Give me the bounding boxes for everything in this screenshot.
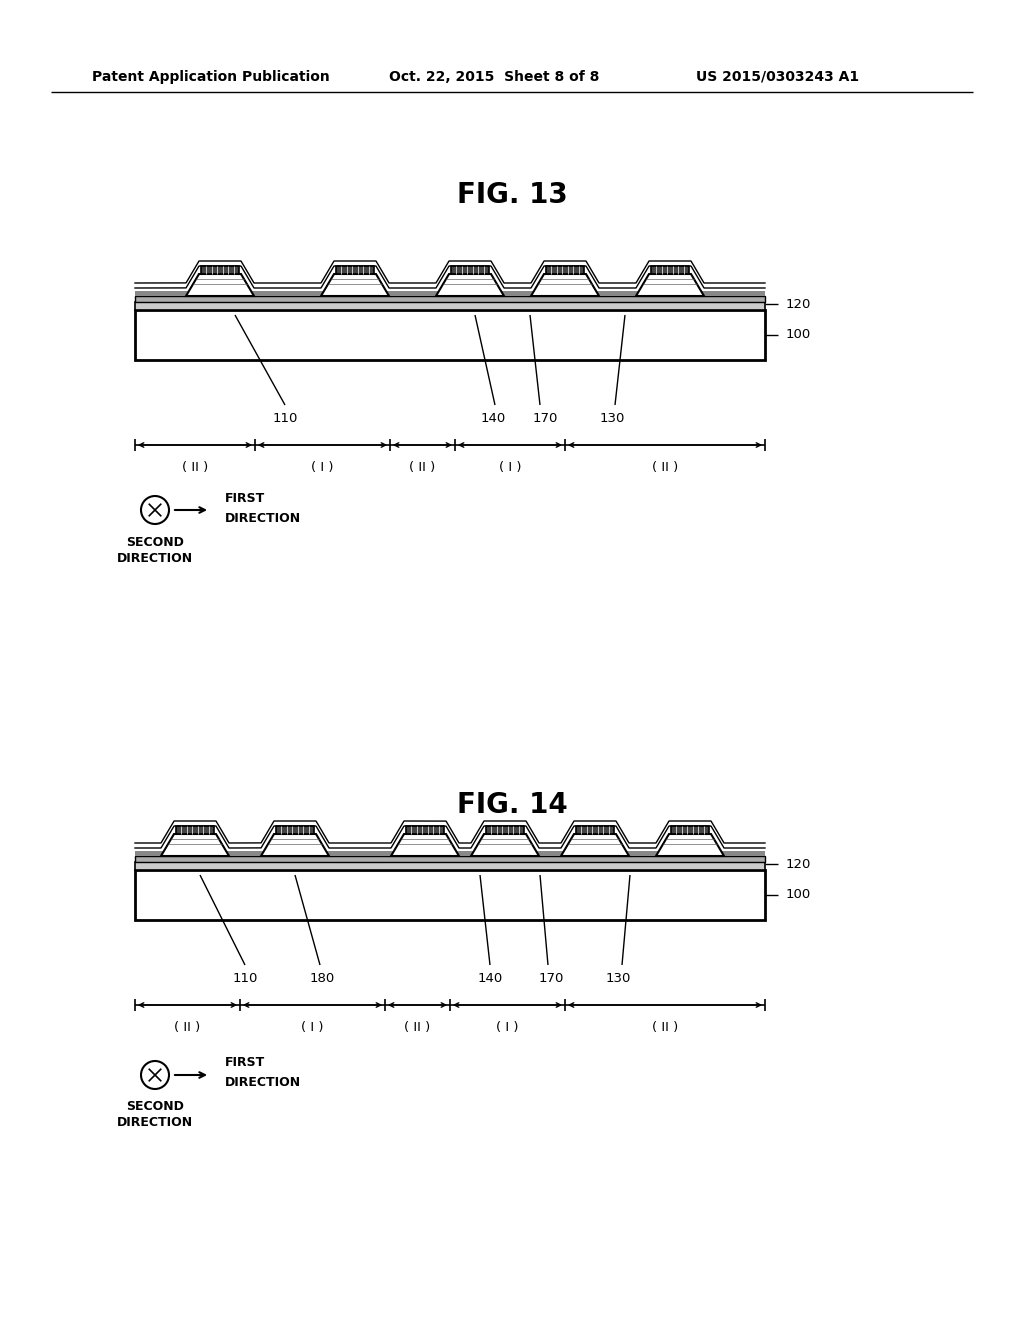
Polygon shape [561,834,629,855]
Text: FIRST: FIRST [225,1056,265,1069]
Text: DIRECTION: DIRECTION [117,1117,194,1130]
Text: SECOND: SECOND [126,1101,184,1114]
Text: ( I ): ( I ) [499,461,521,474]
Bar [135,310,765,360]
Bar [406,826,444,834]
Text: 120: 120 [786,858,811,870]
Polygon shape [471,834,539,855]
Bar [135,851,765,855]
Text: Oct. 22, 2015  Sheet 8 of 8: Oct. 22, 2015 Sheet 8 of 8 [389,70,599,83]
Text: 110: 110 [272,412,298,425]
Bar [176,826,214,834]
Bar [135,296,765,302]
Text: FIG. 14: FIG. 14 [457,791,567,820]
Text: ( II ): ( II ) [182,461,208,474]
Polygon shape [186,275,254,296]
Polygon shape [436,275,504,296]
Text: 130: 130 [599,412,625,425]
Text: ( II ): ( II ) [404,1020,431,1034]
Bar [135,870,765,920]
Bar [276,826,314,834]
Polygon shape [321,275,389,296]
Text: DIRECTION: DIRECTION [225,1077,301,1089]
Polygon shape [656,834,724,855]
Text: 170: 170 [532,412,558,425]
Text: 180: 180 [309,972,335,985]
Bar [451,267,489,275]
Bar [201,267,239,275]
Text: 120: 120 [786,297,811,310]
Text: 140: 140 [477,972,503,985]
Polygon shape [636,275,705,296]
Polygon shape [391,834,459,855]
Polygon shape [161,834,229,855]
Bar [336,267,374,275]
Text: DIRECTION: DIRECTION [117,552,194,565]
Text: ( I ): ( I ) [301,1020,324,1034]
Text: ( I ): ( I ) [311,461,334,474]
Polygon shape [531,275,599,296]
Text: ( II ): ( II ) [410,461,435,474]
Text: 100: 100 [786,888,811,902]
Text: 130: 130 [605,972,631,985]
Polygon shape [261,834,329,855]
Text: ( II ): ( II ) [652,461,678,474]
Text: 140: 140 [480,412,506,425]
Text: ( I ): ( I ) [497,1020,519,1034]
Bar [546,267,584,275]
Text: ( II ): ( II ) [652,1020,678,1034]
Bar [651,267,689,275]
Text: DIRECTION: DIRECTION [225,511,301,524]
Bar [135,290,765,296]
Text: FIG. 13: FIG. 13 [457,181,567,210]
Bar [135,862,765,870]
Text: SECOND: SECOND [126,536,184,549]
Text: 100: 100 [786,329,811,342]
Bar [671,826,709,834]
Bar [575,826,614,834]
Text: FIRST: FIRST [225,491,265,504]
Bar [486,826,524,834]
Text: ( II ): ( II ) [174,1020,201,1034]
Text: US 2015/0303243 A1: US 2015/0303243 A1 [696,70,859,83]
Bar [135,855,765,862]
Text: 110: 110 [232,972,258,985]
Bar [135,302,765,310]
Text: 170: 170 [539,972,563,985]
Text: Patent Application Publication: Patent Application Publication [92,70,330,83]
